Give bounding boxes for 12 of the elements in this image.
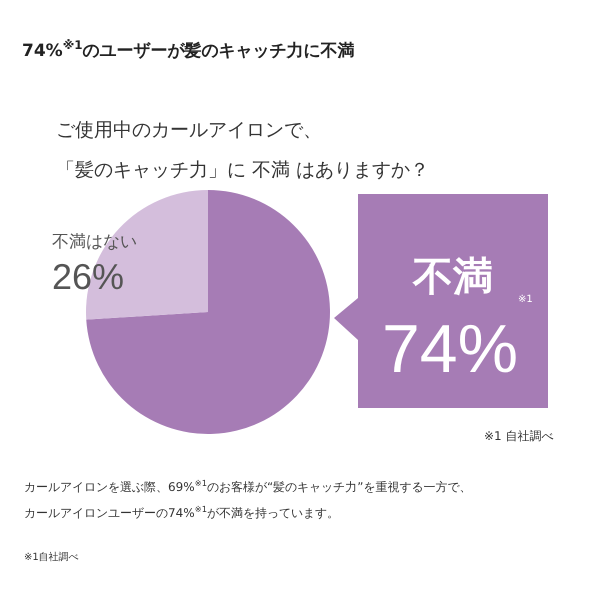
chart-subtitle: ご使用中のカールアイロンで、 bbox=[56, 119, 322, 141]
slice-label: 不満 bbox=[412, 254, 493, 300]
data-label: 74% bbox=[382, 311, 518, 387]
text: カールアイロンユーザーの74%$^{※1}$が不満を持っています。 bbox=[24, 504, 340, 520]
text: ※1 自社調べ bbox=[484, 429, 554, 443]
text: 「髪のキャッチ力」に 不満 はありますか？ bbox=[56, 159, 430, 181]
text: ※1 bbox=[518, 294, 533, 305]
chart-title: 74%$^{※1}$のユーザーが髪のキャッチ力に不満 bbox=[22, 38, 355, 61]
text: カールアイロンを選ぶ際、69%$^{※1}$のお客様が“髪のキャッチ力”を重視する一方で、 bbox=[24, 478, 472, 494]
text: ※1自社調べ bbox=[24, 551, 79, 563]
data-label: 26% bbox=[52, 256, 124, 297]
slice-label: 不満はない bbox=[52, 232, 137, 252]
